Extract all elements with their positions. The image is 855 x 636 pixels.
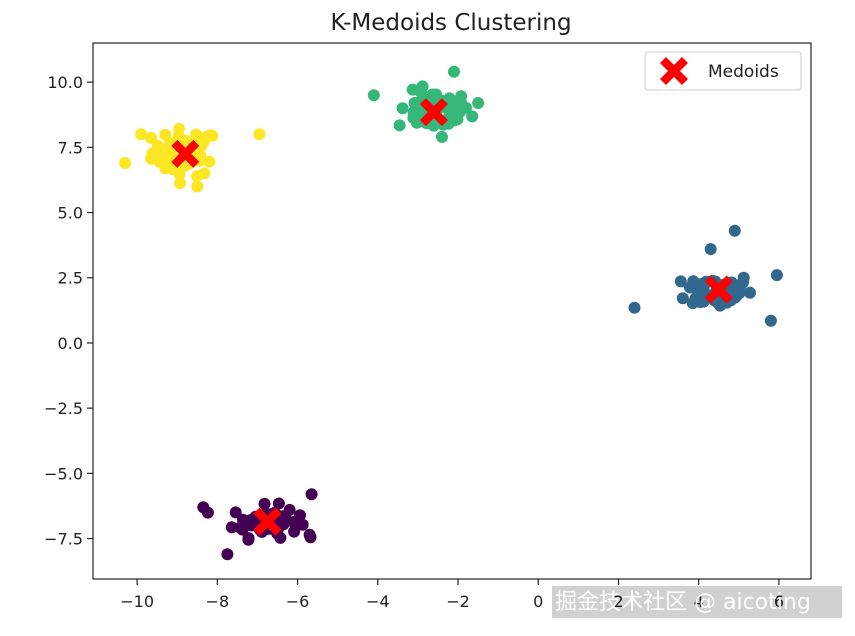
y-tick-label: −2.5 bbox=[44, 399, 83, 418]
watermark-background bbox=[552, 586, 842, 618]
cluster-1-point bbox=[447, 97, 460, 110]
cluster-3-point bbox=[305, 488, 318, 501]
cluster-1-point bbox=[436, 130, 448, 143]
x-tick-label: 2 bbox=[613, 592, 623, 611]
x-axis: −10 −8 −6 −4 −2 0 2 4 6 bbox=[120, 579, 784, 611]
y-tick-label: 0.0 bbox=[58, 334, 83, 353]
cluster-1-point bbox=[407, 112, 420, 124]
cluster-3-point bbox=[221, 548, 234, 561]
cluster-2-point bbox=[697, 281, 710, 294]
x-tick-label: −8 bbox=[206, 592, 230, 611]
medoid-marker bbox=[704, 275, 733, 304]
legend-medoid-marker bbox=[660, 57, 688, 85]
cluster-3-point bbox=[229, 506, 242, 519]
cluster-1-point bbox=[396, 102, 409, 115]
cluster-2-point bbox=[674, 275, 687, 288]
x-tick-label: 4 bbox=[694, 592, 704, 611]
x-tick-label: −6 bbox=[286, 592, 310, 611]
cluster-0-point bbox=[135, 128, 148, 141]
cluster-0-point bbox=[165, 147, 178, 160]
cluster-2-point bbox=[770, 269, 783, 282]
cluster-2-point bbox=[732, 283, 745, 296]
medoid-marker bbox=[171, 139, 200, 168]
plot-frame bbox=[92, 42, 812, 580]
y-tick-label: 7.5 bbox=[58, 138, 83, 157]
legend-label-medoids: Medoids bbox=[708, 62, 779, 82]
cluster-0-point bbox=[153, 155, 166, 168]
medoid-marker bbox=[419, 98, 448, 127]
medoid-marker bbox=[253, 507, 282, 536]
y-axis: −7.5 −5.0 −2.5 0.0 2.5 5.0 7.5 10.0 bbox=[44, 73, 93, 549]
cluster-0-point bbox=[159, 128, 172, 141]
cluster-3-point bbox=[289, 518, 302, 531]
y-tick-label: 10.0 bbox=[47, 73, 83, 92]
cluster-2-point bbox=[694, 296, 707, 308]
cluster-2-point bbox=[684, 281, 696, 294]
x-tick-label: −4 bbox=[366, 592, 390, 611]
cluster-3-point bbox=[303, 528, 316, 541]
cluster-1-point bbox=[451, 113, 464, 126]
cluster-3-point bbox=[242, 533, 255, 546]
cluster-1-point bbox=[429, 91, 442, 104]
cluster-2-point bbox=[628, 301, 641, 314]
cluster-1-point bbox=[472, 97, 485, 109]
y-tick-label: 2.5 bbox=[58, 269, 83, 288]
medoid-layer bbox=[171, 98, 733, 536]
chart-title: K-Medoids Clustering bbox=[330, 10, 571, 36]
cluster-2-point bbox=[704, 243, 717, 256]
cluster-0-point bbox=[119, 157, 132, 169]
cluster-3-point bbox=[197, 501, 210, 514]
x-tick-label: 6 bbox=[774, 592, 784, 611]
cluster-1-point bbox=[406, 83, 419, 96]
cluster-0-point bbox=[203, 155, 216, 168]
cluster-0-point bbox=[190, 128, 203, 141]
watermark-text: 掘金技术社区 @ aicoting bbox=[555, 590, 811, 615]
cluster-2-point bbox=[764, 314, 777, 327]
cluster-0-point bbox=[253, 128, 266, 141]
y-tick-label: −7.5 bbox=[44, 530, 83, 549]
legend: Medoids bbox=[644, 51, 802, 91]
points-layer bbox=[119, 65, 783, 561]
cluster-0-point bbox=[206, 129, 219, 142]
y-tick-label: 5.0 bbox=[58, 204, 83, 223]
x-tick-label: −2 bbox=[446, 592, 470, 611]
x-tick-label: −10 bbox=[120, 592, 154, 611]
cluster-1-point bbox=[448, 65, 460, 78]
cluster-3-point bbox=[272, 497, 285, 510]
y-tick-label: −5.0 bbox=[44, 464, 83, 483]
cluster-0-point bbox=[191, 170, 203, 183]
cluster-3-point bbox=[294, 509, 306, 522]
x-tick-label: 0 bbox=[533, 592, 543, 611]
watermark: 掘金技术社区 @ aicoting bbox=[552, 586, 842, 618]
cluster-3-point bbox=[244, 514, 257, 527]
cluster-3-point bbox=[258, 497, 271, 510]
cluster-2-point bbox=[728, 224, 741, 237]
cluster-2-point bbox=[744, 286, 756, 299]
cluster-0-point bbox=[145, 131, 158, 144]
cluster-3-point bbox=[225, 521, 238, 534]
cluster-0-point bbox=[174, 177, 187, 190]
cluster-1-point bbox=[367, 89, 380, 102]
cluster-1-point bbox=[466, 110, 479, 123]
cluster-2-point bbox=[676, 292, 689, 305]
cluster-1-point bbox=[393, 119, 406, 132]
cluster-0-point bbox=[191, 180, 204, 193]
cluster-0-point bbox=[173, 122, 186, 135]
cluster-3-point bbox=[234, 521, 247, 534]
